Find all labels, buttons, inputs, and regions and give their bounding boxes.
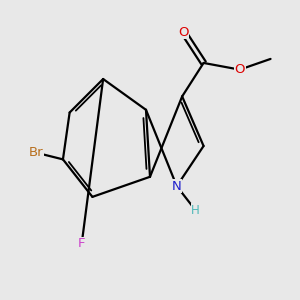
Text: O: O xyxy=(235,63,245,76)
Text: H: H xyxy=(191,204,200,217)
Text: O: O xyxy=(178,26,189,39)
Text: N: N xyxy=(172,180,182,193)
Text: Br: Br xyxy=(29,146,44,159)
Text: F: F xyxy=(78,237,85,250)
